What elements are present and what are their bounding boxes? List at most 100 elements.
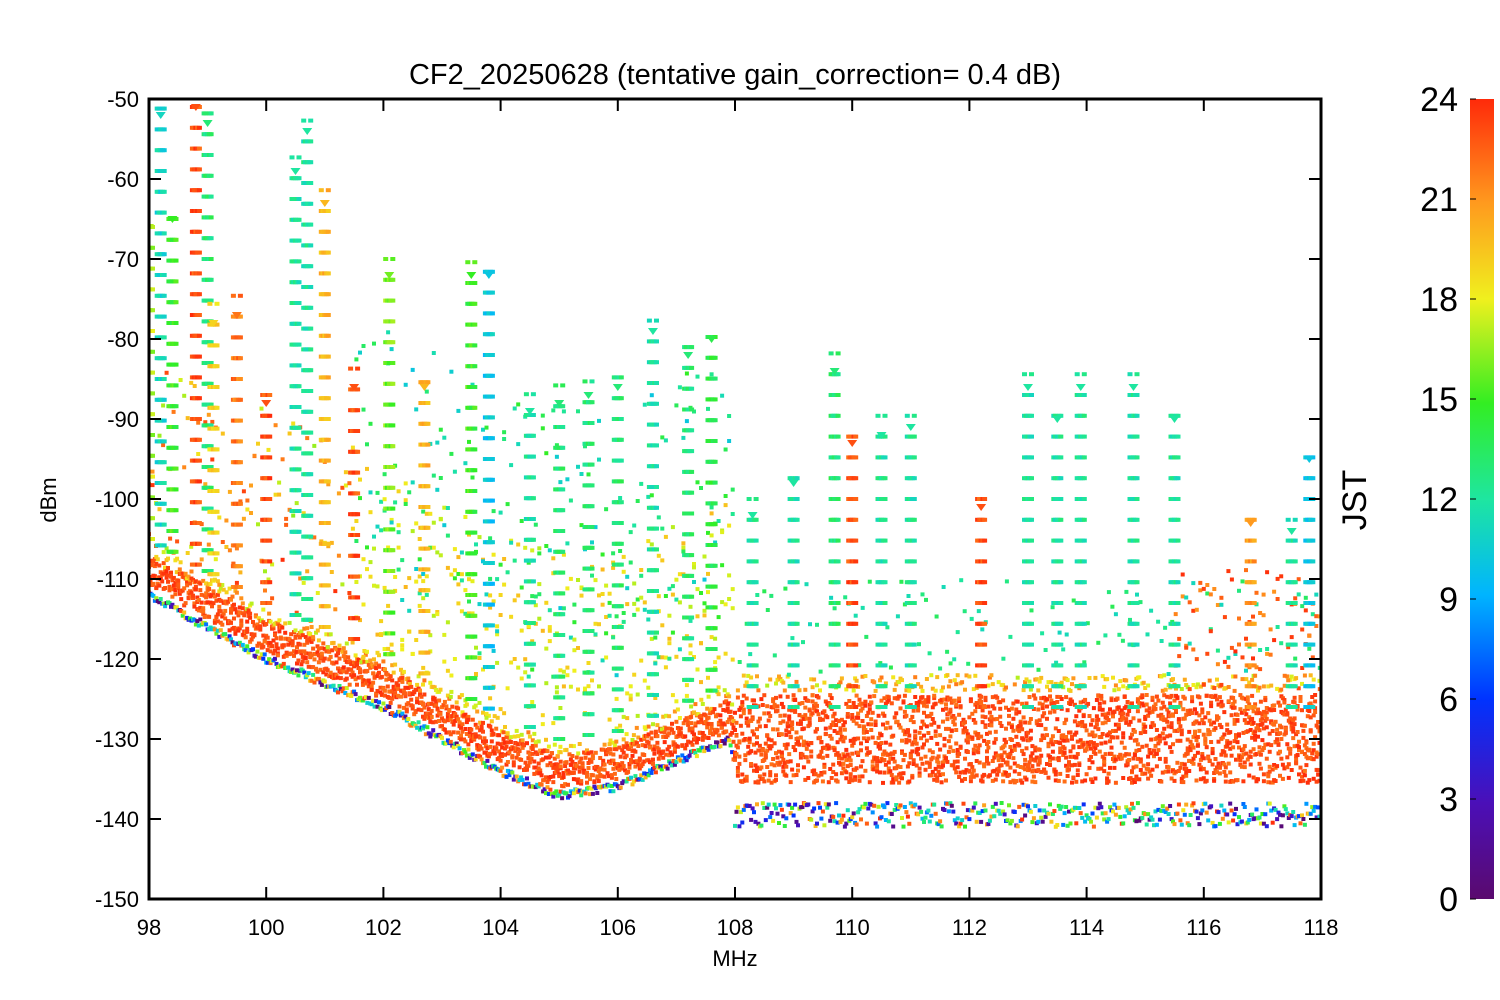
- data-point: [245, 626, 250, 631]
- data-point: [866, 806, 871, 811]
- data-point: [173, 580, 178, 585]
- data-point: [635, 607, 640, 612]
- data-point: [930, 686, 935, 691]
- data-point: [284, 516, 289, 521]
- data-point: [287, 620, 292, 625]
- data-point: [1179, 776, 1184, 781]
- data-point: [223, 608, 228, 613]
- data-point: [859, 817, 863, 822]
- data-point: [1292, 716, 1297, 721]
- data-point: [740, 772, 745, 777]
- data-point: [806, 776, 811, 780]
- data-point: [422, 724, 427, 729]
- data-point: [1002, 750, 1007, 755]
- data-point: [508, 740, 513, 744]
- data-point: [936, 760, 941, 765]
- data-point: [812, 677, 817, 682]
- data-point: [639, 737, 644, 742]
- data-point: [389, 347, 394, 352]
- data-point: [652, 744, 657, 749]
- data-point: [407, 576, 412, 581]
- data-point: [798, 721, 803, 726]
- data-point: [1210, 747, 1215, 751]
- data-point: [822, 762, 827, 767]
- data-point: [585, 770, 589, 775]
- data-point: [173, 588, 178, 592]
- data-point: [237, 626, 242, 631]
- data-point: [914, 741, 919, 746]
- data-point: [500, 754, 505, 758]
- data-point: [656, 515, 661, 520]
- data-point: [718, 713, 723, 718]
- data-point: [253, 614, 258, 619]
- data-point: [215, 579, 220, 584]
- data-point: [1231, 674, 1236, 679]
- data-point: [1100, 721, 1105, 726]
- data-point: [470, 611, 475, 616]
- data-point: [1065, 774, 1070, 778]
- data-point: [923, 815, 928, 820]
- data-point: [1200, 718, 1205, 722]
- data-point: [302, 670, 307, 675]
- data-point: [999, 801, 1004, 805]
- data-point: [527, 752, 532, 757]
- data-point: [215, 612, 220, 617]
- data-point: [948, 745, 953, 750]
- data-point: [319, 646, 324, 651]
- data-point: [1317, 678, 1321, 683]
- data-point: [488, 724, 493, 729]
- data-point: [1166, 724, 1171, 729]
- data-point: [1198, 701, 1203, 706]
- data-point: [790, 805, 795, 810]
- data-point: [230, 607, 235, 612]
- data-point: [238, 499, 243, 504]
- data-point: [883, 726, 888, 731]
- data-point: [220, 614, 225, 619]
- data-point: [1059, 697, 1064, 701]
- data-point: [347, 591, 352, 595]
- data-point: [919, 809, 924, 814]
- data-point: [234, 580, 239, 585]
- data-point: [163, 604, 168, 609]
- data-point: [241, 489, 246, 494]
- data-point: [1081, 802, 1086, 807]
- data-point: [303, 635, 308, 639]
- data-point: [1103, 740, 1108, 745]
- data-point: [491, 648, 496, 653]
- data-point: [597, 684, 601, 689]
- data-point: [661, 755, 666, 760]
- data-point: [1021, 737, 1026, 742]
- data-point: [1156, 807, 1161, 812]
- data-point: [1102, 756, 1107, 761]
- data-point: [315, 628, 320, 633]
- data-point: [684, 716, 689, 721]
- data-point: [1122, 814, 1127, 819]
- data-point: [435, 487, 440, 492]
- data-point: [1172, 778, 1177, 783]
- data-point: [1030, 751, 1035, 756]
- data-point: [438, 711, 443, 716]
- data-point: [337, 656, 342, 661]
- data-point: [1080, 815, 1085, 820]
- data-point: [196, 608, 201, 613]
- data-point: [262, 639, 267, 644]
- data-point: [1235, 822, 1240, 827]
- data-point: [1075, 752, 1080, 756]
- data-point: [441, 703, 446, 708]
- data-point: [1197, 721, 1202, 726]
- data-point: [601, 747, 606, 752]
- data-point: [523, 760, 528, 765]
- data-point: [412, 712, 417, 717]
- data-point: [401, 669, 406, 674]
- data-point: [561, 552, 566, 557]
- data-point: [753, 819, 758, 824]
- data-point: [540, 713, 545, 718]
- data-point: [325, 645, 330, 650]
- data-point: [800, 701, 805, 705]
- data-point: [879, 741, 884, 745]
- data-point: [1182, 716, 1187, 721]
- data-point: [389, 517, 394, 522]
- data-point: [366, 684, 371, 689]
- data-point: [866, 736, 871, 741]
- data-point: [796, 823, 800, 828]
